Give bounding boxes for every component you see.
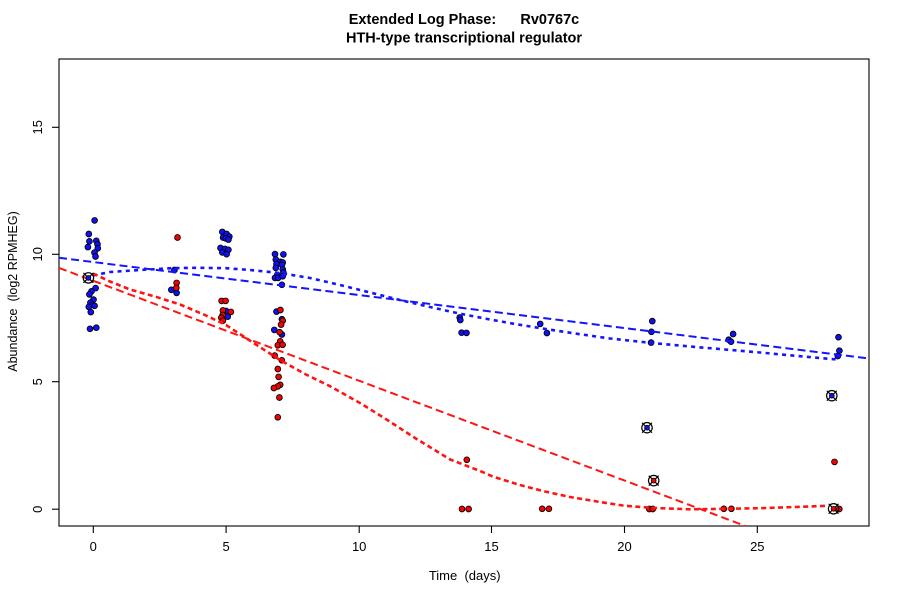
svg-text:5: 5	[222, 539, 229, 554]
svg-text:0: 0	[90, 539, 97, 554]
svg-text:HTH-type transcriptional regul: HTH-type transcriptional regulator	[346, 31, 582, 47]
svg-text:10: 10	[352, 539, 366, 554]
svg-text:20: 20	[617, 539, 631, 554]
svg-text:Time (days): Time (days)	[429, 568, 501, 583]
svg-text:15: 15	[30, 120, 45, 134]
svg-text:10: 10	[30, 247, 45, 261]
svg-text:5: 5	[30, 378, 45, 385]
svg-text:0: 0	[30, 506, 45, 513]
svg-text:15: 15	[484, 539, 498, 554]
svg-text:25: 25	[750, 539, 764, 554]
svg-text:Extended Log Phase: Rv076: Extended Log Phase: Rv0767c	[349, 12, 579, 28]
svg-text:Abundance (log2 RPMHEG): Abundance (log2 RPMHEG)	[6, 211, 20, 372]
